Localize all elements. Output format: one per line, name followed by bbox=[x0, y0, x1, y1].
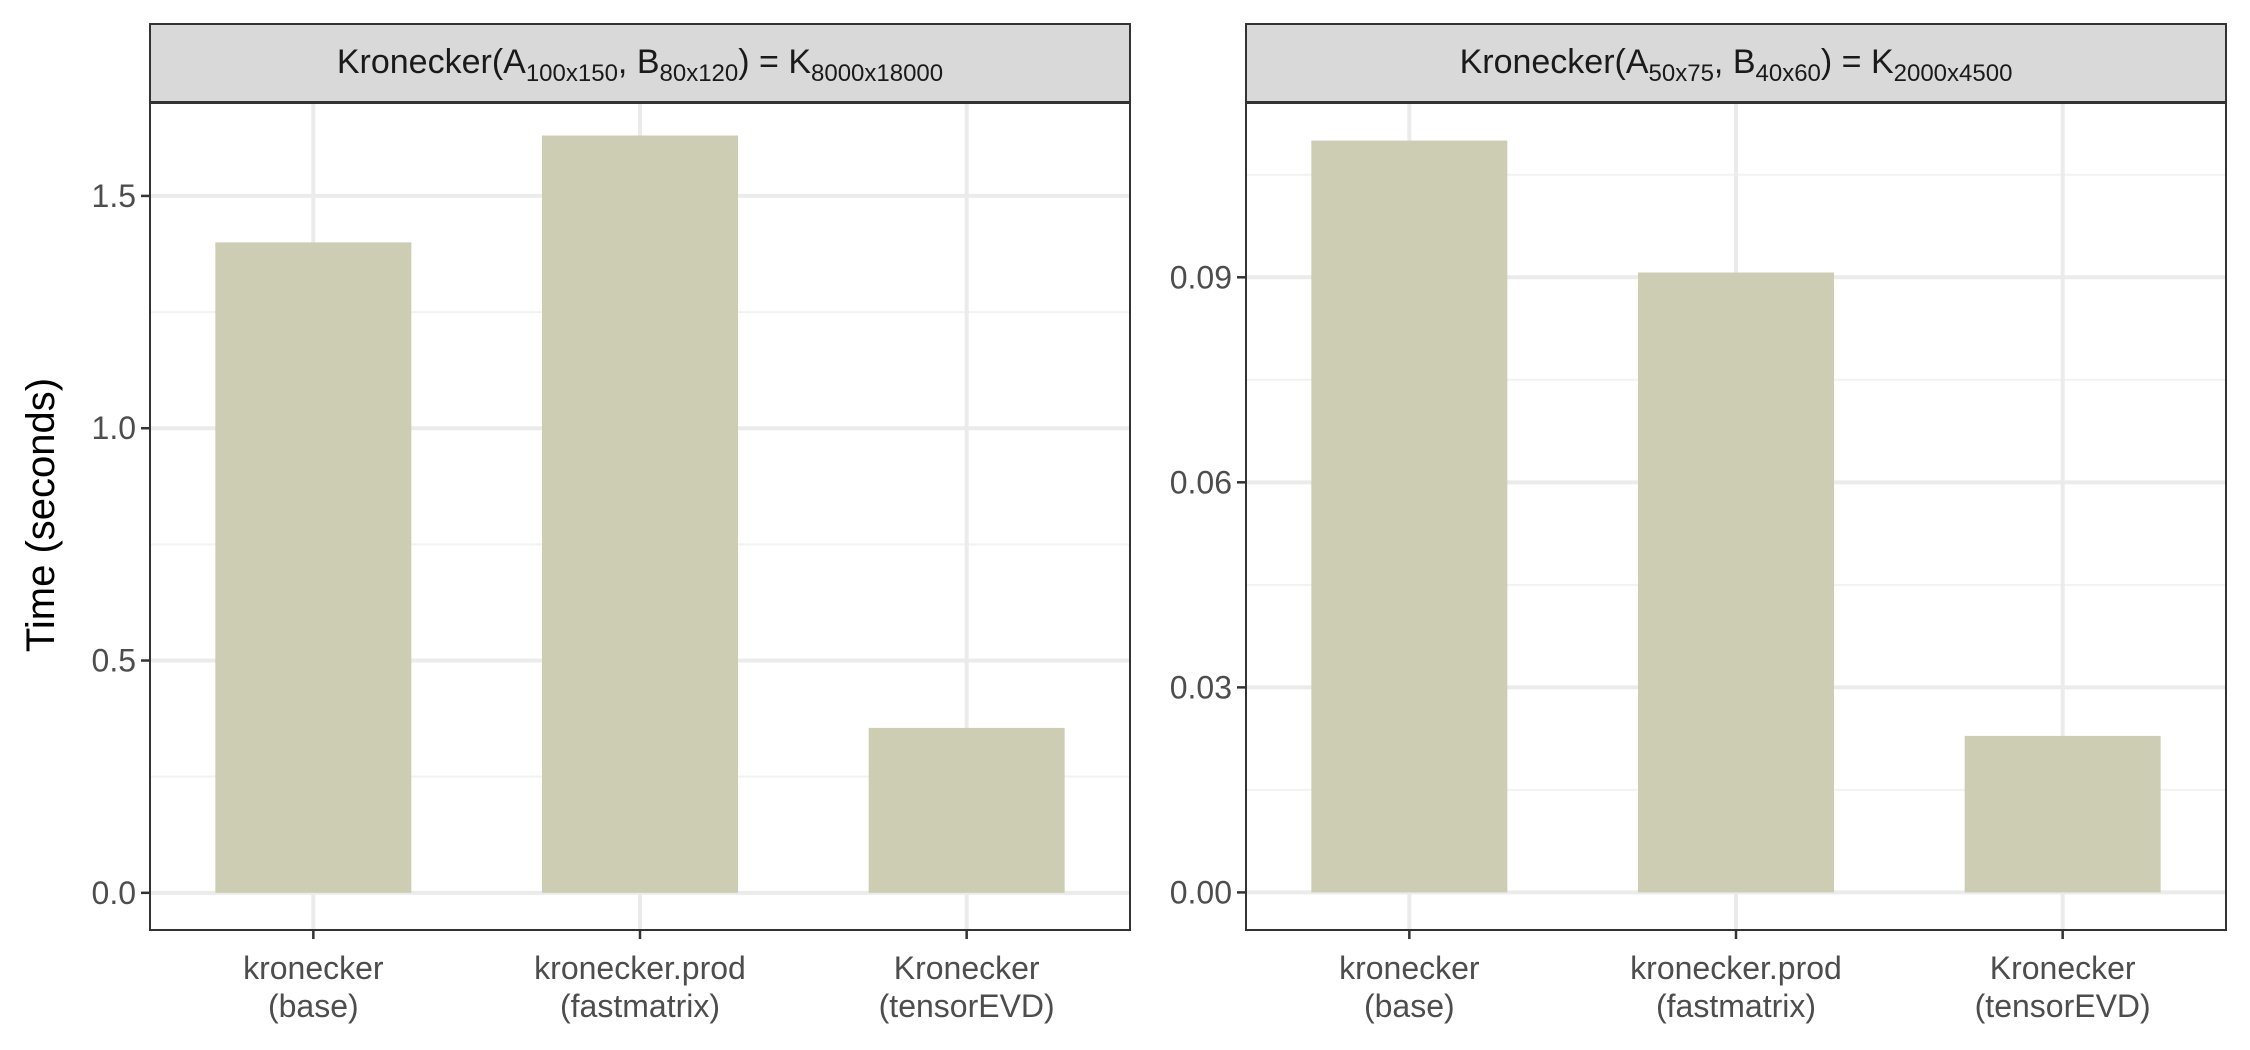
x-tick-label: (fastmatrix) bbox=[560, 988, 720, 1024]
bar-1 bbox=[1311, 140, 1508, 893]
y-tick-label: 0.09 bbox=[1170, 259, 1232, 295]
bar-3 bbox=[868, 727, 1065, 893]
bar-1 bbox=[215, 242, 412, 893]
x-tick-label: (base) bbox=[1364, 988, 1455, 1024]
facet-panel-1: Kronecker(A100x150, B80x120) = K8000x180… bbox=[92, 23, 1131, 1024]
x-tick-label: kronecker.prod bbox=[534, 950, 746, 986]
facet-panels: Kronecker(A100x150, B80x120) = K8000x180… bbox=[92, 23, 2227, 1024]
y-axis-title: Time (seconds) bbox=[19, 378, 63, 652]
x-tick-label: kronecker.prod bbox=[1630, 950, 1842, 986]
facet-strip bbox=[1245, 23, 2227, 103]
x-tick-label: kronecker bbox=[1339, 950, 1480, 986]
y-tick-label: 0.00 bbox=[1170, 874, 1232, 910]
x-tick-label: kronecker bbox=[243, 950, 384, 986]
y-tick-label: 0.0 bbox=[92, 875, 136, 911]
facet-title: Kronecker(A50x75, B40x60) = K2000x4500 bbox=[1460, 43, 2013, 87]
facet-panel-2: Kronecker(A50x75, B40x60) = K2000x4500 0.… bbox=[1170, 23, 2227, 1024]
y-tick-label: 1.0 bbox=[92, 410, 136, 446]
y-tick-label: 1.5 bbox=[92, 178, 136, 214]
y-tick-label: 0.03 bbox=[1170, 669, 1232, 705]
facet-title: Kronecker(A100x150, B80x120) = K8000x180… bbox=[337, 43, 943, 87]
facet-strip bbox=[149, 23, 1131, 103]
y-tick-label: 0.5 bbox=[92, 643, 136, 679]
y-tick-label: 0.06 bbox=[1170, 464, 1232, 500]
x-tick-label: Kronecker bbox=[894, 950, 1040, 986]
bar-2 bbox=[542, 135, 738, 893]
x-tick-label: (tensorEVD) bbox=[879, 988, 1055, 1024]
x-tick-label: (base) bbox=[268, 988, 359, 1024]
x-tick-label: (fastmatrix) bbox=[1656, 988, 1816, 1024]
bar-3 bbox=[1964, 735, 2161, 893]
bar-2 bbox=[1638, 272, 1834, 893]
x-tick-label: (tensorEVD) bbox=[1975, 988, 2151, 1024]
x-tick-label: Kronecker bbox=[1990, 950, 2136, 986]
